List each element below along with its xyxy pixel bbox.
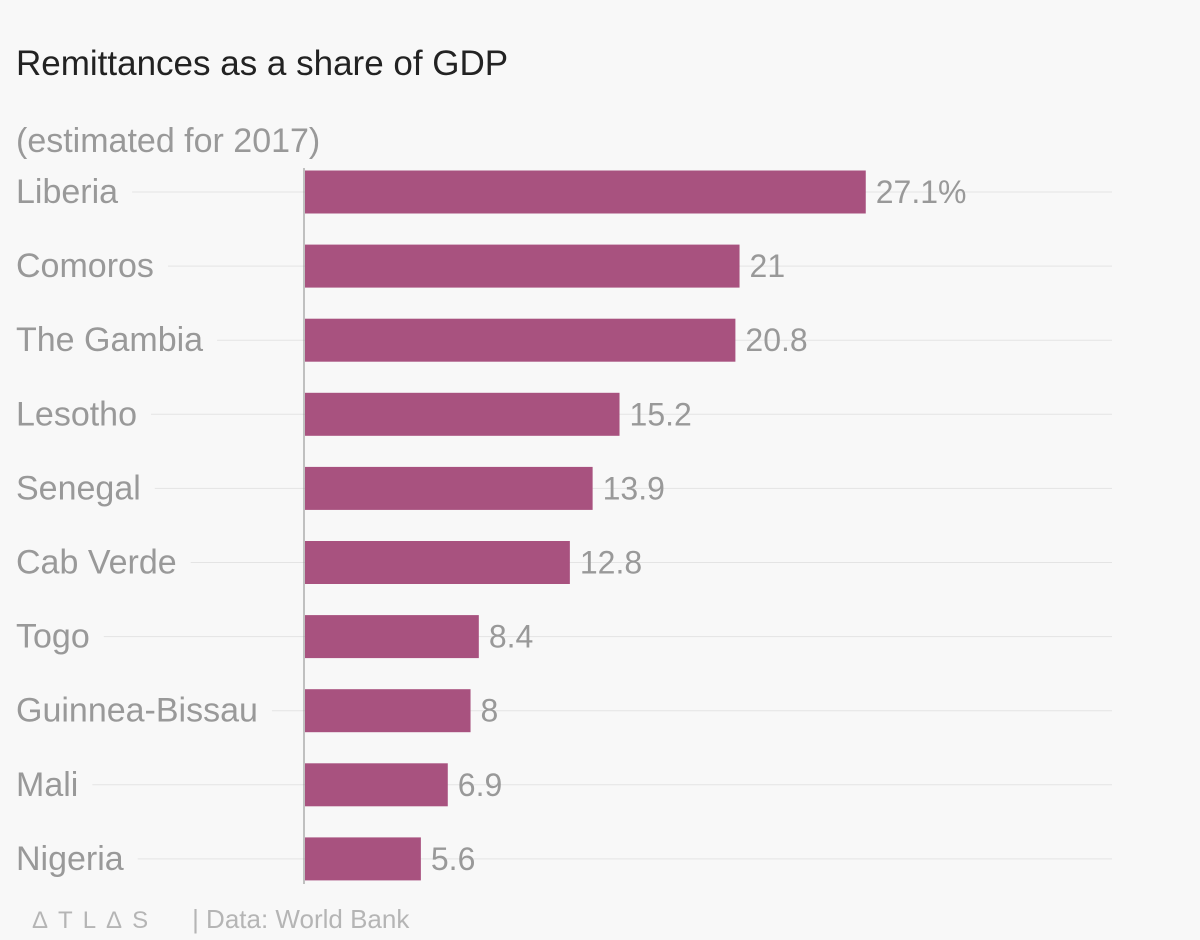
- atlas-logo: ΔTLΔS: [32, 907, 159, 934]
- bar: [305, 837, 421, 881]
- bar: [305, 392, 620, 436]
- category-label: Senegal: [16, 469, 141, 507]
- bar: [305, 466, 593, 510]
- category-label: Guinnea-Bissau: [16, 692, 258, 730]
- value-label: 27.1%: [876, 174, 967, 210]
- category-label: The Gambia: [16, 321, 203, 359]
- data-source: | Data: World Bank: [192, 904, 410, 934]
- category-label: Lesotho: [16, 395, 137, 433]
- bar: [305, 615, 479, 659]
- value-label: 5.6: [431, 841, 475, 877]
- value-label: 15.2: [630, 396, 692, 432]
- value-label: 20.8: [745, 322, 807, 358]
- chart-title: Remittances as a share of GDP: [16, 44, 509, 83]
- category-label: Togo: [16, 618, 90, 656]
- category-label: Liberia: [16, 173, 118, 211]
- bar: [305, 244, 740, 288]
- bar: [305, 689, 471, 733]
- category-label: Cab Verde: [16, 544, 177, 582]
- value-label: 12.8: [580, 545, 642, 581]
- bar: [305, 318, 736, 362]
- footer: ΔTLΔS | Data: World Bank: [32, 904, 409, 935]
- bar: [305, 541, 570, 584]
- value-label: 8: [481, 693, 499, 729]
- category-label: Comoros: [16, 247, 154, 285]
- value-label: 6.9: [458, 767, 502, 803]
- chart-subtitle: (estimated for 2017): [16, 122, 321, 160]
- value-label: 21: [750, 248, 786, 284]
- bar: [305, 170, 866, 214]
- value-label: 13.9: [603, 470, 665, 506]
- bar: [305, 763, 448, 807]
- value-label: 8.4: [489, 619, 533, 655]
- category-label: Nigeria: [16, 840, 124, 878]
- category-label: Mali: [16, 766, 78, 804]
